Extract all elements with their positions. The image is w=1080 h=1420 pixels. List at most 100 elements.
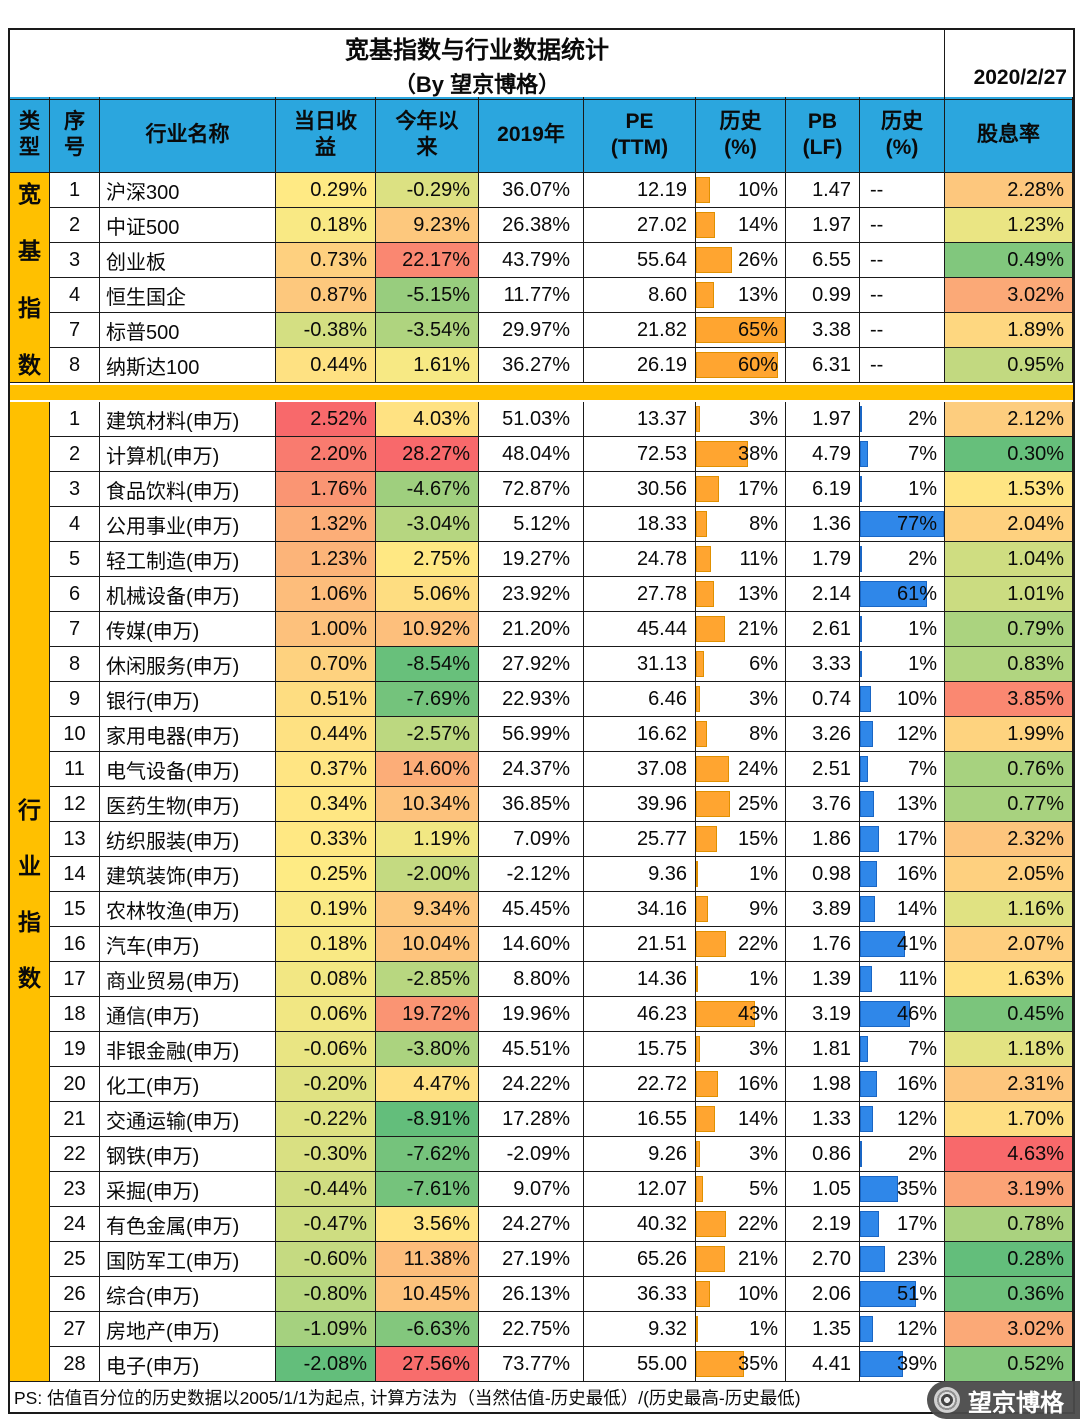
column-headers: 类 型 序 号 行业名称 当日收 益 今年以 来 2019年 PE (TTM) … xyxy=(10,97,1073,173)
daily-return: 0.19% xyxy=(276,892,376,927)
pb-history-percentile-value: 12% xyxy=(896,1317,937,1340)
ytd-return: 2.75% xyxy=(376,542,479,577)
pb-history-percentile: 61% xyxy=(860,577,945,612)
pb-history-percentile-empty: -- xyxy=(870,178,884,201)
daily-return: 0.44% xyxy=(276,348,376,383)
industry-index-section: 行业指数 1 建筑材料(申万) 2.52% 4.03% 51.03% 13.37 3% 1.97… xyxy=(10,402,1073,1382)
return-2019: 9.07% xyxy=(479,1172,584,1207)
return-2019: -2.09% xyxy=(479,1137,584,1172)
ytd-return: -8.91% xyxy=(376,1102,479,1137)
row-number: 16 xyxy=(50,927,100,962)
pe-history-percentile-bar xyxy=(696,406,701,432)
pb-history-percentile-bar xyxy=(860,861,878,887)
pe-history-percentile: 10% xyxy=(696,1277,786,1312)
pb-history-percentile-bar xyxy=(860,476,862,502)
index-name: 通信(申万) xyxy=(100,997,276,1032)
pb-lf: 1.98 xyxy=(786,1067,860,1102)
pe-history-percentile: 15% xyxy=(696,822,786,857)
index-name: 非银金融(申万) xyxy=(100,1032,276,1067)
return-2019: 45.51% xyxy=(479,1032,584,1067)
pb-history-percentile: 12% xyxy=(860,717,945,752)
row-number: 4 xyxy=(50,507,100,542)
title-line-1: 宽基指数与行业数据统计 xyxy=(345,37,609,64)
pb-history-percentile-value: 12% xyxy=(896,722,937,745)
ytd-return: -8.54% xyxy=(376,647,479,682)
title-line-2: （By 望京博格） xyxy=(393,72,561,97)
return-2019: 56.99% xyxy=(479,717,584,752)
pb-lf: 0.74 xyxy=(786,682,860,717)
row-number: 3 xyxy=(50,472,100,507)
row-number: 7 xyxy=(50,313,100,348)
pe-history-percentile: 9% xyxy=(696,892,786,927)
pe-history-percentile-value: 5% xyxy=(749,1177,778,1200)
dividend-yield: 0.78% xyxy=(945,1207,1073,1242)
pb-history-percentile-bar xyxy=(860,546,863,572)
pb-history-percentile-value: 16% xyxy=(896,862,937,885)
pb-history-percentile: 51% xyxy=(860,1277,945,1312)
pe-history-percentile-bar xyxy=(696,511,707,537)
dividend-yield: 1.23% xyxy=(945,208,1073,243)
ytd-return: -2.57% xyxy=(376,717,479,752)
pb-history-percentile: 46% xyxy=(860,997,945,1032)
ytd-return: 4.47% xyxy=(376,1067,479,1102)
pe-ttm: 9.32 xyxy=(584,1312,696,1347)
dividend-yield: 0.83% xyxy=(945,647,1073,682)
ytd-return: -3.54% xyxy=(376,313,479,348)
pe-ttm: 13.37 xyxy=(584,402,696,437)
dividend-yield: 1.04% xyxy=(945,542,1073,577)
pe-history-percentile-value: 21% xyxy=(737,617,778,640)
daily-return: -0.44% xyxy=(276,1172,376,1207)
pb-history-percentile-empty: -- xyxy=(870,248,884,271)
pe-history-percentile-bar xyxy=(696,1001,755,1027)
pb-history-percentile-value: 46% xyxy=(896,1002,937,1025)
daily-return: -0.20% xyxy=(276,1067,376,1102)
row-number: 11 xyxy=(50,752,100,787)
pe-history-percentile: 14% xyxy=(696,1102,786,1137)
dividend-yield: 4.63% xyxy=(945,1137,1073,1172)
pe-history-percentile: 3% xyxy=(696,1032,786,1067)
pe-history-percentile: 65% xyxy=(696,313,786,348)
ytd-return: 27.56% xyxy=(376,1347,479,1382)
ytd-return: 3.56% xyxy=(376,1207,479,1242)
ytd-return: -3.80% xyxy=(376,1032,479,1067)
pb-history-percentile: 2% xyxy=(860,542,945,577)
pe-history-percentile-bar xyxy=(696,317,785,343)
pe-ttm: 36.33 xyxy=(584,1277,696,1312)
pe-history-percentile: 60% xyxy=(696,348,786,383)
camera-lens-logo-icon xyxy=(934,1387,960,1413)
daily-return: 0.08% xyxy=(276,962,376,997)
header-pe-ttm: PE (TTM) xyxy=(584,97,696,173)
pb-lf: 4.79 xyxy=(786,437,860,472)
pe-history-percentile: 10% xyxy=(696,173,786,208)
pe-history-percentile-bar xyxy=(696,282,714,308)
pe-history-percentile-bar xyxy=(696,352,779,378)
watermark-text: 望京博格 xyxy=(968,1389,1064,1417)
pe-history-percentile-value: 3% xyxy=(749,687,778,710)
daily-return: 2.52% xyxy=(276,402,376,437)
pb-history-percentile-value: 13% xyxy=(896,792,937,815)
daily-return: 0.73% xyxy=(276,243,376,278)
pe-history-percentile-bar xyxy=(696,686,701,712)
title-row: 宽基指数与行业数据统计 （By 望京博格） 2020/2/27 xyxy=(10,30,1073,100)
pb-lf: 2.06 xyxy=(786,1277,860,1312)
return-2019: 27.19% xyxy=(479,1242,584,1277)
pb-history-percentile: 41% xyxy=(860,927,945,962)
pe-history-percentile-value: 3% xyxy=(749,1142,778,1165)
pb-lf: 0.98 xyxy=(786,857,860,892)
ytd-return: 5.06% xyxy=(376,577,479,612)
row-number: 1 xyxy=(50,402,100,437)
index-name: 电子(申万) xyxy=(100,1347,276,1382)
row-number: 19 xyxy=(50,1032,100,1067)
pe-ttm: 46.23 xyxy=(584,997,696,1032)
pe-history-percentile-value: 10% xyxy=(737,178,778,201)
pe-history-percentile: 11% xyxy=(696,542,786,577)
pb-history-percentile-bar xyxy=(860,721,874,747)
ytd-return: -5.15% xyxy=(376,278,479,313)
pb-history-percentile-value: 1% xyxy=(908,652,937,675)
dividend-yield: 1.99% xyxy=(945,717,1073,752)
ytd-return: 4.03% xyxy=(376,402,479,437)
pe-ttm: 16.62 xyxy=(584,717,696,752)
pb-lf: 1.79 xyxy=(786,542,860,577)
pb-history-percentile: -- xyxy=(860,243,945,278)
